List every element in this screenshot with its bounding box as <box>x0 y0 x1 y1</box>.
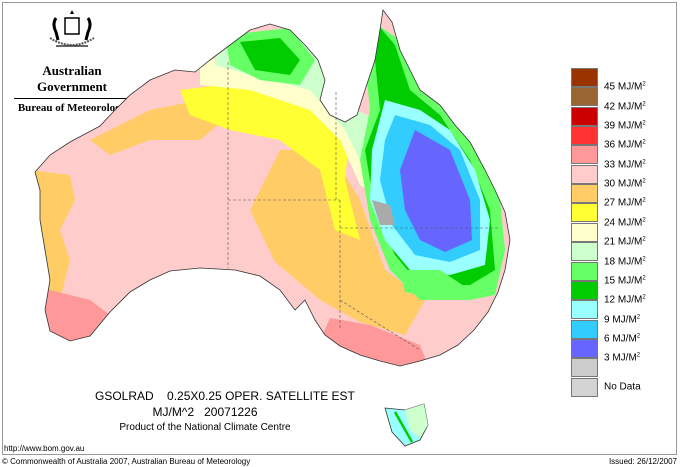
legend-swatch <box>571 126 598 146</box>
legend-label: 18 MJ/M2 <box>604 255 646 268</box>
issued-date: Issued: 26/12/2007 <box>608 457 677 466</box>
bureau-name: Bureau of Meteorology <box>17 102 127 114</box>
legend-label: 9 MJ/M2 <box>604 313 641 326</box>
copyright-notice: © Commonwealth of Australia 2007, Austra… <box>2 457 251 466</box>
legend-label: 27 MJ/M2 <box>604 197 646 210</box>
tasmania <box>384 403 429 447</box>
legend-no-data-label: No Data <box>604 381 641 393</box>
legend-swatch <box>571 68 598 87</box>
region-3 <box>400 130 472 252</box>
legend-label: 45 MJ/M2 <box>604 81 646 94</box>
government-name: Australian Government <box>36 63 108 94</box>
state-borders <box>227 62 500 351</box>
legend-swatch <box>571 358 598 378</box>
logo-divider <box>14 98 130 99</box>
legend-swatch <box>571 280 598 300</box>
government-logo: Australian Government Bureau of Meteorol… <box>10 8 134 114</box>
legend-label: 30 MJ/M2 <box>604 178 646 190</box>
legend-swatch <box>571 203 598 223</box>
legend-swatch <box>571 242 598 262</box>
australia-mainland <box>34 9 511 367</box>
legend-label: 6 MJ/M2 <box>604 333 641 345</box>
region-27 <box>250 150 425 335</box>
region-no-data <box>372 200 395 225</box>
legend-label: 42 MJ/M2 <box>604 101 646 113</box>
region-24 <box>180 80 360 240</box>
legend-swatch <box>571 145 598 165</box>
legend-label: 12 MJ/M2 <box>604 294 646 306</box>
map-title: GSOLRAD 0.25X0.25 OPER. SATELLITE EST <box>95 389 355 403</box>
legend-label: 39 MJ/M2 <box>604 120 646 132</box>
map-frame <box>2 2 677 455</box>
map-credit: Product of the National Climate Centre <box>119 422 291 433</box>
legend-label: 33 MJ/M2 <box>604 159 646 171</box>
legend-swatch <box>571 222 598 242</box>
website-link[interactable]: http://www.bom.gov.au <box>4 444 85 453</box>
legend-label: 3 MJ/M2 <box>604 352 641 364</box>
legend-swatch <box>571 261 598 281</box>
region-33 <box>320 318 430 366</box>
legend-swatch <box>571 164 598 184</box>
legend-swatch <box>571 338 598 358</box>
legend-swatch <box>571 300 598 320</box>
legend-swatch <box>571 184 598 204</box>
region-15 <box>400 270 470 300</box>
legend-label: 21 MJ/M2 <box>604 236 646 248</box>
coat-of-arms-icon <box>49 10 95 47</box>
map-units-date: MJ/M^2 20071226 <box>152 405 258 419</box>
legend-swatch <box>571 377 598 397</box>
legend-label: 15 MJ/M2 <box>604 275 646 287</box>
legend-swatch <box>571 87 598 107</box>
legend-label: 24 MJ/M2 <box>604 217 646 229</box>
legend-label: 36 MJ/M2 <box>604 139 646 152</box>
legend-swatch <box>571 106 598 126</box>
region-12 <box>240 38 300 75</box>
legend-swatch <box>571 319 598 339</box>
